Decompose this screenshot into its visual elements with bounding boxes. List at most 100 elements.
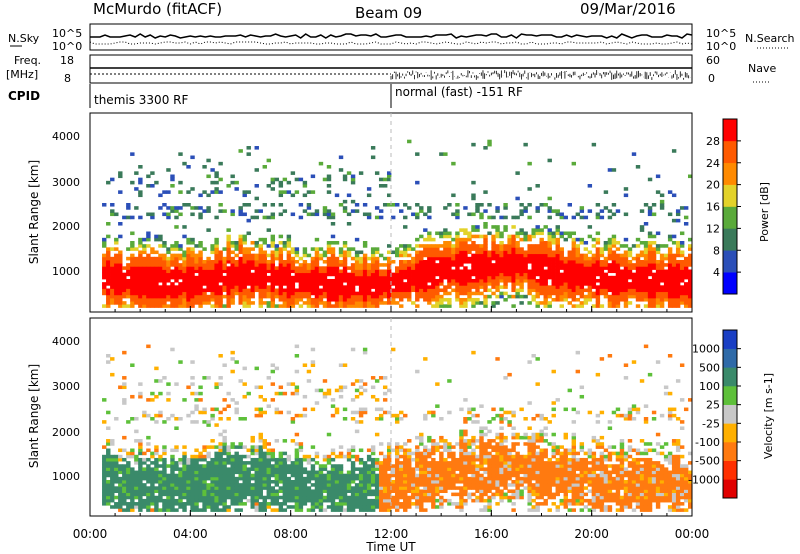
heatmap-cell bbox=[342, 473, 348, 478]
heatmap-cell bbox=[262, 266, 267, 270]
heatmap-cell bbox=[378, 294, 384, 299]
heatmap-cell bbox=[419, 253, 424, 258]
heatmap-cell bbox=[595, 297, 601, 302]
heatmap-cell bbox=[399, 297, 404, 302]
heatmap-cell bbox=[571, 215, 577, 220]
heatmap-cell bbox=[459, 282, 464, 286]
heatmap-cell bbox=[399, 410, 404, 415]
heatmap-cell bbox=[306, 288, 312, 293]
heatmap-cell bbox=[150, 215, 155, 220]
heatmap-cell bbox=[471, 234, 476, 239]
heatmap-cell bbox=[427, 454, 432, 459]
heatmap-cell bbox=[110, 301, 115, 305]
heatmap-cell bbox=[110, 263, 115, 267]
heatmap-cell bbox=[467, 282, 472, 286]
heatmap-cell bbox=[435, 505, 440, 509]
heatmap-cell bbox=[366, 294, 372, 299]
heatmap-cell bbox=[350, 256, 356, 261]
heatmap-cell bbox=[210, 505, 215, 509]
heatmap-cell bbox=[571, 237, 577, 242]
heatmap-cell bbox=[138, 508, 143, 512]
heatmap-cell bbox=[555, 250, 560, 255]
heatmap-cell bbox=[503, 253, 508, 258]
heatmap-cell bbox=[182, 301, 187, 305]
heatmap-cell bbox=[230, 461, 235, 465]
heatmap-cell bbox=[374, 505, 380, 509]
heatmap-cell bbox=[455, 263, 460, 267]
heatmap-cell bbox=[214, 457, 219, 462]
heatmap-cell bbox=[583, 266, 589, 270]
heatmap-cell bbox=[399, 467, 404, 471]
heatmap-cell bbox=[286, 410, 292, 415]
heatmap-cell bbox=[511, 240, 516, 245]
heatmap-cell bbox=[106, 480, 111, 484]
heatmap-cell bbox=[270, 492, 276, 497]
heatmap-cell bbox=[178, 304, 183, 308]
heatmap-cell bbox=[439, 489, 444, 493]
heatmap-cell bbox=[182, 203, 187, 207]
heatmap-cell bbox=[214, 461, 219, 465]
heatmap-cell bbox=[595, 269, 601, 274]
heatmap-cell bbox=[170, 253, 175, 258]
heatmap-cell bbox=[238, 502, 243, 506]
heatmap-cell bbox=[210, 244, 215, 248]
heatmap-cell bbox=[675, 291, 681, 296]
heatmap-cell bbox=[182, 470, 187, 475]
heatmap-cell bbox=[278, 461, 284, 465]
heatmap-cell bbox=[523, 256, 528, 261]
heatmap-cell bbox=[415, 263, 420, 267]
heatmap-cell bbox=[230, 285, 235, 289]
heatmap-cell bbox=[603, 291, 609, 296]
heatmap-cell bbox=[651, 275, 657, 280]
heatmap-cell bbox=[587, 259, 593, 264]
heatmap-cell bbox=[174, 304, 179, 308]
heatmap-cell bbox=[262, 294, 267, 299]
heatmap-cell bbox=[290, 171, 296, 175]
heatmap-cell bbox=[246, 275, 251, 280]
heatmap-cell bbox=[270, 297, 276, 302]
heatmap-cell bbox=[266, 269, 271, 274]
heatmap-cell bbox=[166, 259, 171, 264]
heatmap-cell bbox=[334, 470, 340, 475]
heatmap-cell bbox=[342, 495, 348, 500]
heatmap-cell bbox=[611, 282, 617, 286]
heatmap-cell bbox=[595, 301, 601, 305]
heatmap-cell bbox=[443, 240, 448, 245]
heatmap-cell bbox=[198, 508, 203, 512]
heatmap-cell bbox=[174, 498, 179, 503]
heatmap-cell bbox=[114, 294, 119, 299]
heatmap-cell bbox=[362, 275, 368, 280]
heatmap-cell bbox=[559, 285, 564, 289]
heatmap-cell bbox=[615, 275, 621, 280]
heatmap-cell bbox=[294, 278, 300, 283]
heatmap-cell bbox=[318, 480, 324, 484]
heatmap-cell bbox=[318, 297, 324, 302]
heatmap-cell bbox=[186, 240, 191, 245]
heatmap-cell bbox=[366, 275, 372, 280]
heatmap-cell bbox=[270, 266, 276, 270]
heatmap-cell bbox=[507, 269, 512, 274]
heatmap-cell bbox=[415, 473, 420, 478]
heatmap-cell bbox=[391, 473, 396, 478]
heatmap-cell bbox=[431, 413, 436, 418]
heatmap-cell bbox=[447, 464, 452, 468]
heatmap-cell bbox=[391, 467, 396, 471]
heatmap-cell bbox=[386, 244, 392, 248]
heatmap-cell bbox=[471, 291, 476, 296]
heatmap-cell bbox=[322, 285, 328, 289]
heatmap-cell bbox=[623, 253, 629, 258]
heatmap-cell bbox=[190, 291, 195, 296]
heatmap-cell bbox=[202, 247, 207, 251]
heatmap-cell bbox=[118, 505, 123, 509]
heatmap-cell bbox=[487, 282, 492, 286]
heatmap-cell bbox=[427, 244, 432, 248]
heatmap-cell bbox=[134, 473, 139, 478]
heatmap-cell bbox=[427, 231, 432, 236]
heatmap-cell bbox=[246, 253, 251, 258]
heatmap-cell bbox=[659, 275, 665, 280]
heatmap-cell bbox=[222, 209, 227, 213]
heatmap-cell bbox=[278, 259, 284, 264]
heatmap-cell bbox=[659, 301, 665, 305]
heatmap-cell bbox=[130, 417, 135, 421]
heatmap-cell bbox=[250, 291, 255, 296]
